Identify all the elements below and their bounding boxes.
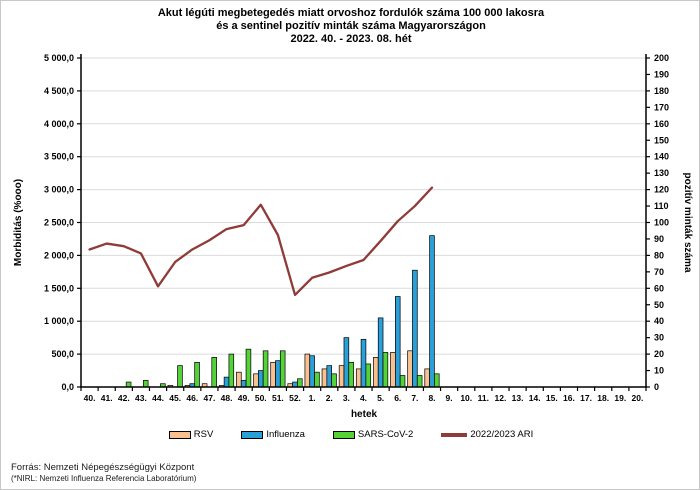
sars-swatch-icon: [332, 430, 355, 439]
svg-text:100: 100: [654, 218, 669, 228]
legend-label-influenza: Influenza: [266, 429, 305, 440]
svg-text:4 500,0: 4 500,0: [44, 86, 74, 96]
svg-text:200: 200: [654, 53, 669, 63]
legend-item-influenza: Influenza: [241, 429, 305, 440]
svg-text:49.: 49.: [238, 393, 250, 403]
svg-text:4.: 4.: [360, 393, 367, 403]
svg-text:2 500,0: 2 500,0: [44, 218, 74, 228]
svg-text:50.: 50.: [255, 393, 267, 403]
svg-text:150: 150: [654, 135, 669, 145]
svg-text:130: 130: [654, 168, 669, 178]
svg-text:7.: 7.: [411, 393, 418, 403]
legend-label-sars: SARS-CoV-2: [357, 429, 414, 440]
svg-text:70: 70: [654, 267, 664, 277]
legend-label-rsv: RSV: [193, 429, 214, 440]
svg-text:170: 170: [654, 102, 669, 112]
svg-text:11.: 11.: [478, 393, 489, 403]
svg-text:40: 40: [654, 316, 664, 326]
svg-text:41.: 41.: [101, 393, 113, 403]
svg-text:Morbiditás (%ooo): Morbiditás (%ooo): [13, 179, 24, 266]
svg-text:110: 110: [654, 201, 669, 211]
svg-text:3.: 3.: [343, 393, 350, 403]
svg-text:120: 120: [654, 185, 669, 195]
nirl-note: (*NIRL: Nemzeti Influenza Referencia Lab…: [11, 474, 197, 483]
svg-text:60: 60: [654, 283, 664, 293]
legend-label-ari: 2022/2023 ARI: [470, 429, 534, 440]
svg-text:44.: 44.: [152, 393, 164, 403]
svg-text:20: 20: [654, 349, 664, 359]
rsv-swatch-icon: [168, 430, 191, 439]
svg-text:2 000,0: 2 000,0: [44, 250, 74, 260]
svg-text:hetek: hetek: [351, 409, 378, 420]
influenza-swatch-icon: [241, 430, 264, 439]
legend-item-ari: 2022/2023 ARI: [441, 429, 533, 440]
svg-text:160: 160: [654, 119, 669, 129]
svg-text:8.: 8.: [428, 393, 435, 403]
svg-text:pozitív minták száma: pozitív minták száma: [682, 172, 693, 272]
svg-text:15.: 15.: [546, 393, 558, 403]
svg-text:80: 80: [654, 250, 664, 260]
svg-text:1.: 1.: [309, 393, 316, 403]
svg-text:90: 90: [654, 234, 664, 244]
svg-text:46.: 46.: [186, 393, 198, 403]
svg-text:9.: 9.: [446, 393, 453, 403]
svg-text:51.: 51.: [272, 393, 284, 403]
svg-text:42.: 42.: [118, 393, 130, 403]
svg-text:17.: 17.: [580, 393, 592, 403]
svg-text:16.: 16.: [563, 393, 575, 403]
chart-legend: RSV Influenza SARS-CoV-2 2022/2023 ARI: [1, 429, 700, 440]
svg-text:52.: 52.: [289, 393, 301, 403]
svg-text:0: 0: [654, 382, 659, 392]
svg-text:500,0: 500,0: [51, 349, 74, 359]
svg-text:40.: 40.: [84, 393, 96, 403]
ari-line-swatch-icon: [441, 432, 468, 437]
svg-text:3 500,0: 3 500,0: [44, 152, 74, 162]
svg-text:30: 30: [654, 333, 664, 343]
svg-text:1 000,0: 1 000,0: [44, 316, 74, 326]
svg-text:4 000,0: 4 000,0: [44, 119, 74, 129]
source-line: Forrás: Nemzeti Népegészségügyi Központ: [11, 462, 195, 473]
svg-text:2.: 2.: [326, 393, 333, 403]
svg-text:3 000,0: 3 000,0: [44, 185, 74, 195]
svg-text:45.: 45.: [169, 393, 181, 403]
svg-text:13.: 13.: [512, 393, 524, 403]
legend-item-sars: SARS-CoV-2: [332, 429, 414, 440]
svg-text:50: 50: [654, 300, 664, 310]
svg-text:5 000,0: 5 000,0: [44, 53, 74, 63]
svg-text:12.: 12.: [495, 393, 507, 403]
source-note: Forrás: Nemzeti Népegészségügyi Központ …: [11, 462, 196, 484]
svg-text:140: 140: [654, 152, 669, 162]
svg-text:10: 10: [654, 366, 664, 376]
chart-title-line1: Akut légúti megbetegedés miatt orvoshoz …: [157, 7, 545, 19]
svg-text:5.: 5.: [377, 393, 384, 403]
chart-title-line3: 2022. 40. - 2023. 08. hét: [290, 33, 412, 45]
svg-text:10.: 10.: [460, 393, 472, 403]
chart-svg: 0,0 500,0 1 000,0 1 500,0 2 000,0 2 500,0 3 00…: [13, 53, 693, 420]
chart-title: Akut légúti megbetegedés miatt orvoshoz …: [1, 7, 700, 46]
chart-title-line2: és a sentinel pozitív minták száma Magya…: [216, 20, 486, 32]
svg-text:20.: 20.: [632, 393, 644, 403]
svg-text:6.: 6.: [394, 393, 401, 403]
svg-text:0,0: 0,0: [61, 382, 74, 392]
svg-text:18.: 18.: [597, 393, 609, 403]
svg-text:48.: 48.: [221, 393, 233, 403]
svg-text:180: 180: [654, 86, 669, 96]
svg-text:19.: 19.: [614, 393, 626, 403]
svg-text:43.: 43.: [135, 393, 147, 403]
legend-item-rsv: RSV: [168, 429, 214, 440]
svg-text:190: 190: [654, 69, 669, 79]
svg-text:14.: 14.: [529, 393, 541, 403]
svg-text:1 500,0: 1 500,0: [44, 283, 74, 293]
svg-text:47.: 47.: [203, 393, 215, 403]
